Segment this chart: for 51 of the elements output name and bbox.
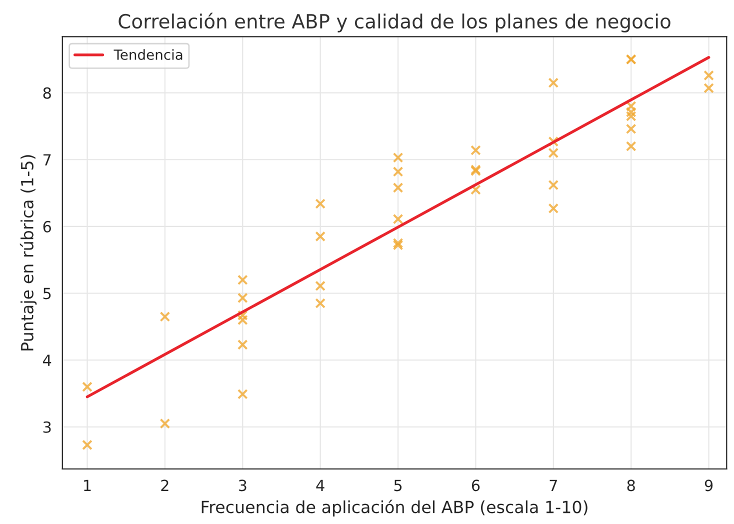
point [548,148,559,158]
point [237,274,248,286]
point [315,198,326,209]
point [237,310,248,321]
y-tick-label: 7 [44,154,51,166]
point [626,100,636,112]
y-tick-label: 4 [43,354,52,366]
legend-label: Tendencia [114,49,182,60]
point [392,152,404,163]
point [392,214,404,224]
point [315,231,326,242]
x-tick-label: 9 [704,480,713,492]
x-tick-label: 1 [84,480,91,492]
y-tick-label: 3 [43,421,51,433]
point [160,311,170,322]
point [315,280,326,292]
point [704,70,714,81]
y-tick-label: 6 [43,220,52,232]
y-tick-label: 8 [43,87,51,99]
point [315,298,326,308]
x-tick-label: 2 [161,480,168,492]
point [237,339,248,350]
point [704,82,714,94]
point [470,145,481,156]
point [470,184,481,195]
chart-title: Correlación entre ABP y calidad de los planes de negocio [118,12,670,32]
point [237,388,248,400]
point [626,141,636,152]
x-tick-label: 4 [316,480,324,492]
x-axis-title: Frecuencia de aplicación del ABP (escala 1-10) [202,500,588,517]
point [548,78,559,88]
point [626,124,636,134]
point [626,110,636,122]
point [548,203,559,214]
point [626,106,636,118]
point [548,136,559,147]
x-tick-label: 6 [472,480,480,492]
x-tick-label: 5 [394,480,402,492]
x-tick-label: 3 [238,480,246,492]
point [237,314,248,326]
point [160,418,170,429]
y-tick-label: 5 [43,288,51,300]
y-axis-title: Puntaje en rúbrica (1-5) [20,155,37,350]
point [392,182,404,193]
x-tick-label: 8 [627,480,635,492]
point [392,166,404,177]
point [548,180,559,190]
point [82,440,92,450]
point [82,382,92,392]
point [237,292,248,304]
x-tick-label: 7 [550,480,557,492]
